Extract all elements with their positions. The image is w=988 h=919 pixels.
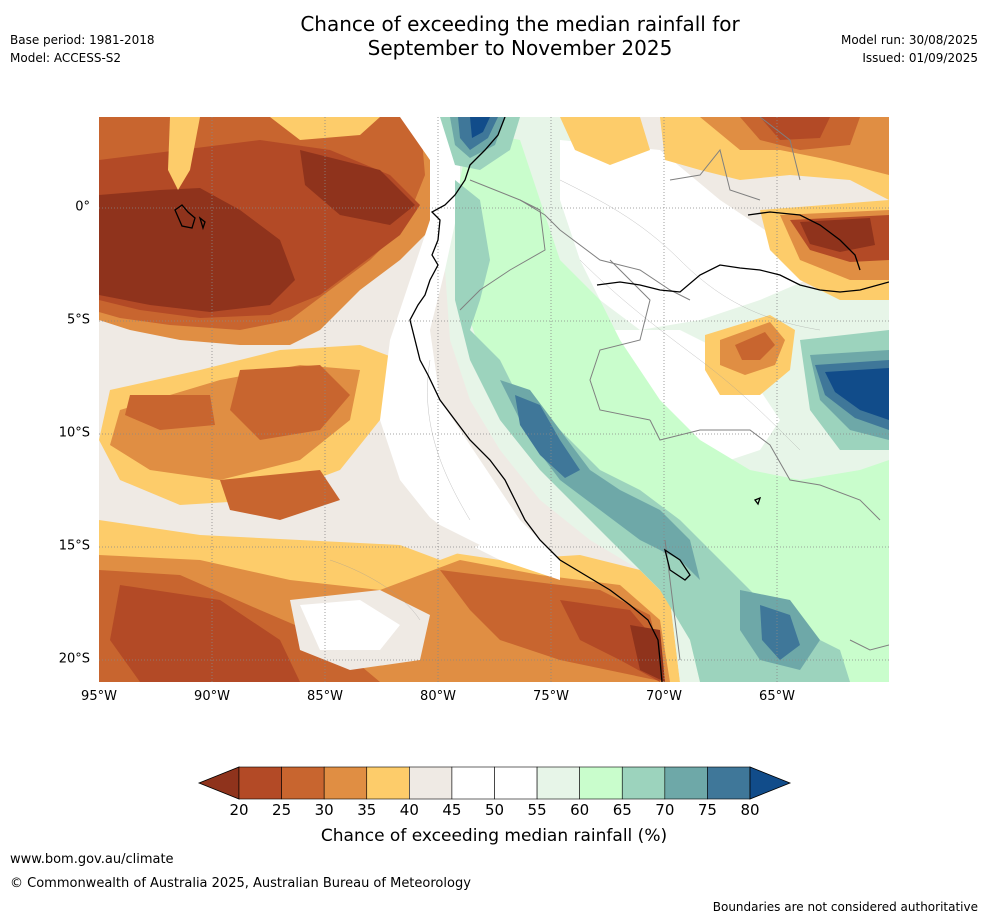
- colorbar-segment: [238, 766, 282, 800]
- colorbar-segment: [707, 766, 751, 800]
- disclaimer-text: Boundaries are not considered authoritat…: [712, 900, 978, 914]
- lon-label-65w: 65°W: [759, 689, 795, 704]
- colorbar-segment: [451, 766, 495, 800]
- probability-zone-c20: [99, 188, 295, 312]
- contour-lines: [329, 179, 821, 621]
- colorbar-segment: [621, 766, 666, 800]
- lon-label-85w: 85°W: [307, 689, 343, 704]
- probability-zone-c30: [735, 332, 775, 360]
- model-label: Model: ACCESS-S2: [10, 51, 122, 65]
- colorbar-tick-label: 45: [442, 801, 462, 819]
- probability-zone-c25: [560, 600, 660, 682]
- colorbar-segment: [494, 766, 538, 800]
- colorbar-tick-label: 65: [612, 801, 632, 819]
- probability-zone-c20: [300, 150, 415, 225]
- colorbar-tick-label: 20: [229, 801, 249, 819]
- colorbar-extend-high: [749, 766, 792, 800]
- probability-zone-c50: [380, 117, 560, 580]
- colorbar-segment: [536, 766, 580, 800]
- lat-label-20s: 20°S: [58, 651, 90, 667]
- lat-label-0: 0°: [75, 199, 90, 215]
- colorbar-tick-label: 60: [570, 801, 590, 819]
- colorbar-tick-label: 25: [272, 801, 292, 819]
- colorbar-extend-low: [197, 766, 240, 800]
- colorbar-segment: [579, 766, 623, 800]
- wet-region-central: [445, 117, 889, 682]
- probability-zone-c30: [230, 365, 350, 440]
- page-title: Chance of exceeding the median rainfall …: [0, 12, 988, 60]
- lat-label-15s: 15°S: [58, 538, 90, 554]
- probability-zone-c30: [125, 395, 215, 430]
- colorbar-tick-label: 80: [740, 801, 760, 819]
- probability-zone-c30: [220, 470, 340, 520]
- probability-zone-c40: [270, 117, 380, 140]
- dry-region-northeast: [560, 117, 889, 300]
- probability-zone-c20: [800, 218, 875, 252]
- probability-zone-c80plus: [825, 368, 889, 420]
- lat-label-10s: 10°S: [58, 425, 90, 441]
- base-period-label: Base period: 1981-2018: [10, 33, 155, 47]
- colorbar-title: Chance of exceeding median rainfall (%): [320, 826, 668, 846]
- lon-label-75w: 75°W: [533, 689, 569, 704]
- colorbar-tick-label: 55: [527, 801, 547, 819]
- neutral-region-coast: [370, 117, 560, 580]
- title-line-2: September to November 2025: [367, 36, 673, 60]
- lat-label-5s: 5°S: [66, 312, 90, 328]
- wet-region-east: [780, 300, 889, 470]
- lon-label-70w: 70°W: [646, 689, 682, 704]
- colorbar-segment: [323, 766, 368, 800]
- copyright-text: © Commonwealth of Australia 2025, Austra…: [10, 876, 471, 891]
- colorbar-tick-label: 40: [399, 801, 419, 819]
- probability-zone-c20: [630, 625, 665, 682]
- colorbar-segment: [366, 766, 410, 800]
- colorbar-segment: [409, 766, 453, 800]
- probability-zone-c80plus: [470, 117, 490, 138]
- colorbar-tick-label: 70: [655, 801, 675, 819]
- model-run-label: Model run: 30/08/2025: [840, 33, 978, 47]
- issued-label: Issued: 01/09/2025: [862, 51, 978, 65]
- probability-zone-c40: [168, 117, 200, 190]
- dry-region-brazil: [705, 315, 795, 395]
- rainfall-map: [99, 117, 889, 682]
- country-borders: [459, 117, 889, 661]
- graticule: [99, 117, 889, 682]
- probability-zone-c45: [370, 480, 480, 560]
- probability-zone-c25: [760, 117, 830, 140]
- colorbar-tick-label: 75: [697, 801, 717, 819]
- colorbar-segment: [281, 766, 325, 800]
- dry-region-northwest: [99, 117, 450, 345]
- colorbar: [197, 766, 792, 800]
- probability-zone-c80: [515, 395, 580, 478]
- colorbar-tick-label: 50: [484, 801, 505, 819]
- lon-label-80w: 80°W: [420, 689, 456, 704]
- coastline: [174, 117, 889, 682]
- probability-zone-c40: [560, 117, 650, 165]
- lon-label-95w: 95°W: [81, 689, 117, 704]
- colorbar-tick-label: 35: [357, 801, 377, 819]
- colorbar-segment: [664, 766, 708, 800]
- title-line-1: Chance of exceeding the median rainfall …: [300, 12, 740, 36]
- probability-zone-c65: [455, 130, 889, 682]
- lon-label-90w: 90°W: [194, 689, 230, 704]
- colorbar-tick-label: 30: [314, 801, 334, 819]
- website-link[interactable]: www.bom.gov.au/climate: [10, 852, 174, 867]
- probability-zone-c80: [760, 605, 800, 660]
- probability-zone-c25: [110, 585, 300, 682]
